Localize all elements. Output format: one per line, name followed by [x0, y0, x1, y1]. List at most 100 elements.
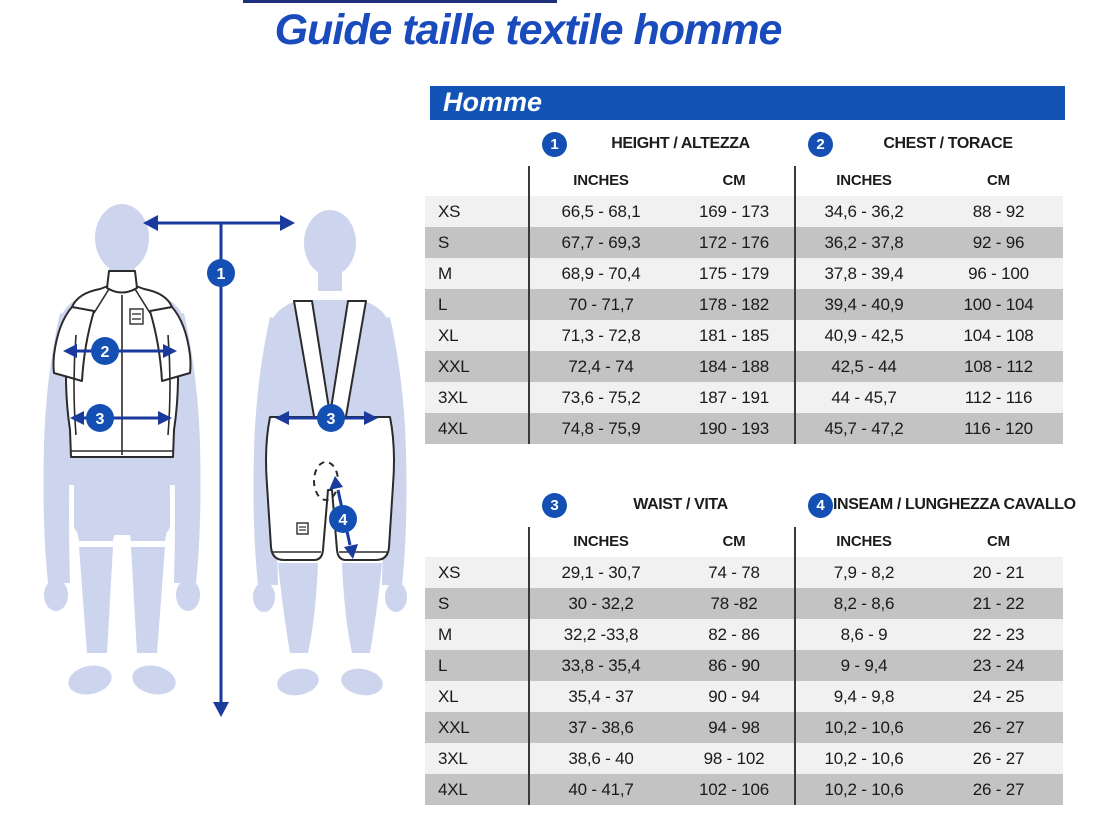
table-row: XL 71,3 - 72,8 181 - 185 40,9 - 42,5 104 - 1… [425, 320, 1063, 351]
value-cell: 172 - 176 [698, 233, 770, 252]
value-cell: 44 - 45,7 [831, 388, 897, 407]
value-cell: 116 - 120 [964, 419, 1033, 438]
marker-4-table-badge: 4 [808, 492, 833, 518]
value-cell: 94 - 98 [708, 718, 760, 737]
size-label: S [438, 594, 450, 613]
table-row: XXL 72,4 - 74 184 - 188 42,5 - 44 108 - 112 [425, 351, 1063, 382]
value-cell: 40 - 41,7 [568, 780, 634, 799]
unit-header: INCHES [836, 172, 892, 189]
value-cell: 33,8 - 35,4 [561, 656, 641, 675]
value-cell: 7,9 - 8,2 [833, 563, 895, 582]
unit-header: INCHES [573, 533, 629, 550]
group-inseam: 4 INSEAM / LUNGHEZZA CAVALLO [794, 489, 1076, 521]
section-header-bar: Homme [430, 86, 1065, 120]
group-title-waist: WAIST / VITA [633, 496, 728, 513]
value-cell: 178 - 182 [698, 295, 770, 314]
marker-1-table-badge: 1 [542, 131, 567, 157]
value-cell: 70 - 71,7 [568, 295, 634, 314]
table-row: S 67,7 - 69,3 172 - 176 36,2 - 37,8 92 - 96 [425, 227, 1063, 258]
table-row: XS 29,1 - 30,7 74 - 78 7,9 - 8,2 20 - 21 [425, 557, 1063, 588]
value-cell: 8,2 - 8,6 [833, 594, 895, 613]
value-cell: 112 - 116 [964, 388, 1033, 407]
value-cell: 8,6 - 9 [840, 625, 888, 644]
unit-header: CM [987, 533, 1010, 550]
value-cell: 184 - 188 [698, 357, 770, 376]
size-label: 4XL [438, 419, 468, 438]
value-cell: 100 - 104 [963, 295, 1034, 314]
svg-text:3: 3 [327, 411, 336, 428]
jersey-logo [129, 308, 144, 325]
value-cell: 98 - 102 [703, 749, 765, 768]
chest-arrow [63, 344, 177, 358]
size-label: 4XL [438, 780, 468, 799]
value-cell: 72,4 - 74 [568, 357, 634, 376]
group-waist: 3 WAIST / VITA [528, 489, 794, 521]
value-cell: 74 - 78 [708, 563, 760, 582]
size-label: XL [438, 326, 459, 345]
size-label: M [438, 264, 452, 283]
shorts-logo [296, 522, 309, 535]
value-cell: 73,6 - 75,2 [561, 388, 641, 407]
value-cell: 34,6 - 36,2 [824, 202, 904, 221]
marker-3-badge-back: 3 [317, 404, 345, 432]
table-row: L 33,8 - 35,4 86 - 90 9 - 9,4 23 - 24 [425, 650, 1063, 681]
unit-header: CM [722, 172, 746, 189]
table-row: M 68,9 - 70,4 175 - 179 37,8 - 39,4 96 - 100 [425, 258, 1063, 289]
value-cell: 21 - 22 [972, 594, 1025, 613]
value-cell: 10,2 - 10,6 [824, 718, 904, 737]
svg-text:1: 1 [217, 266, 226, 283]
value-cell: 74,8 - 75,9 [561, 419, 641, 438]
jersey-illustration [52, 270, 192, 458]
value-cell: 102 - 106 [698, 780, 770, 799]
value-cell: 108 - 112 [964, 357, 1033, 376]
table-row: 3XL 38,6 - 40 98 - 102 10,2 - 10,6 26 - 27 [425, 743, 1063, 774]
value-cell: 39,4 - 40,9 [824, 295, 904, 314]
value-cell: 92 - 96 [972, 233, 1025, 252]
column-divider [794, 166, 796, 444]
value-cell: 23 - 24 [972, 656, 1025, 675]
value-cell: 104 - 108 [963, 326, 1034, 345]
value-cell: 42,5 - 44 [831, 357, 897, 376]
value-cell: 24 - 25 [972, 687, 1025, 706]
group-chest: 2 CHEST / TORACE [794, 128, 1063, 160]
value-cell: 82 - 86 [708, 625, 760, 644]
table-rows: XS 66,5 - 68,1 169 - 173 34,6 - 36,2 88 - 92… [425, 196, 1063, 444]
value-cell: 36,2 - 37,8 [824, 233, 904, 252]
value-cell: 37 - 38,6 [568, 718, 634, 737]
value-cell: 175 - 179 [698, 264, 770, 283]
value-cell: 90 - 94 [708, 687, 760, 706]
value-cell: 30 - 32,2 [568, 594, 634, 613]
table-group-headers: 3 WAIST / VITA 4 INSEAM / LUNGHEZZA CAVA… [425, 489, 1076, 521]
unit-header: INCHES [836, 533, 892, 550]
value-cell: 190 - 193 [698, 419, 770, 438]
value-cell: 26 - 27 [972, 780, 1025, 799]
value-cell: 35,4 - 37 [568, 687, 634, 706]
value-cell: 88 - 92 [972, 202, 1025, 221]
value-cell: 26 - 27 [972, 749, 1025, 768]
page-title: Guide taille textile homme [274, 6, 783, 54]
value-cell: 45,7 - 47,2 [824, 419, 904, 438]
value-cell: 78 -82 [710, 594, 758, 613]
marker-2-badge: 2 [91, 337, 119, 365]
column-divider [528, 527, 530, 805]
table-row: S 30 - 32,2 78 -82 8,2 - 8,6 21 - 22 [425, 588, 1063, 619]
size-label: M [438, 625, 452, 644]
height-arrow [143, 215, 295, 717]
value-cell: 10,2 - 10,6 [824, 780, 904, 799]
section-header-label: Homme [443, 87, 543, 117]
group-title-inseam: INSEAM / LUNGHEZZA CAVALLO [833, 496, 1076, 513]
size-label: 3XL [438, 388, 468, 407]
value-cell: 181 - 185 [698, 326, 770, 345]
column-divider [794, 527, 796, 805]
size-label: XS [438, 202, 461, 221]
group-title-chest: CHEST / TORACE [883, 135, 1013, 152]
size-label: L [438, 656, 448, 675]
marker-4-badge: 4 [329, 505, 357, 533]
value-cell: 9 - 9,4 [840, 656, 888, 675]
value-cell: 22 - 23 [972, 625, 1025, 644]
table-row: 3XL 73,6 - 75,2 187 - 191 44 - 45,7 112 - 11… [425, 382, 1063, 413]
marker-1-badge: 1 [207, 259, 235, 287]
top-divider-line [243, 0, 557, 3]
table-height-chest: 1 HEIGHT / ALTEZZA 2 CHEST / TORACE INCH… [425, 128, 1063, 444]
